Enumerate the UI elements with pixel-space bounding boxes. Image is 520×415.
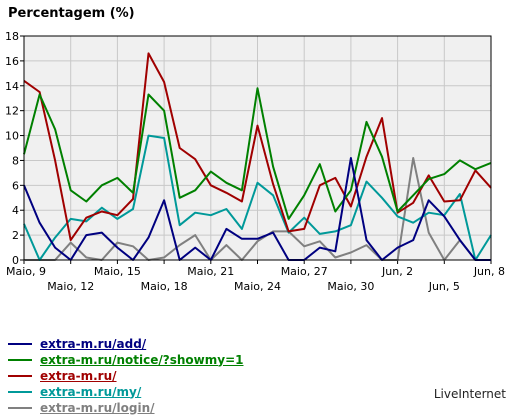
series-line-3	[23, 134, 492, 261]
grid-lines	[24, 36, 491, 260]
legend-item[interactable]: extra-m.ru/my/	[8, 384, 141, 399]
y-tick-label: 16	[5, 55, 19, 68]
y-tick-label: 8	[12, 154, 19, 167]
x-tick-label: Maio, 15	[94, 265, 141, 278]
legend-item[interactable]: extra-m.ru/	[8, 368, 117, 383]
legend-label[interactable]: extra-m.ru/login/	[40, 400, 155, 415]
y-tick-label: 4	[12, 204, 19, 217]
series-line-1	[23, 87, 492, 220]
legend-swatch	[8, 342, 32, 345]
x-tick-label: Jun, 5	[428, 280, 460, 293]
legend-label[interactable]: extra-m.ru/add/	[40, 336, 147, 351]
legend-item[interactable]: extra-m.ru/login/	[8, 400, 155, 415]
x-tick-label: Maio, 12	[47, 280, 94, 293]
y-tick-label: 14	[5, 80, 19, 93]
x-tick-label: Maio, 21	[187, 265, 234, 278]
x-tick-label: Jun, 8	[473, 265, 505, 278]
x-tick-label: Maio, 27	[281, 265, 328, 278]
x-tick-label: Jun, 2	[381, 265, 413, 278]
legend-label[interactable]: extra-m.ru/my/	[40, 384, 142, 399]
series-line-2	[23, 52, 492, 242]
chart-title: Percentagem (%)	[8, 6, 135, 21]
legend-swatch	[8, 390, 32, 393]
x-tick-label: Maio, 9	[6, 265, 46, 278]
legend-item[interactable]: extra-m.ru/add/	[8, 336, 146, 351]
y-tick-label: 6	[12, 179, 19, 192]
x-tick-label: Maio, 24	[234, 280, 281, 293]
y-tick-label: 12	[5, 105, 19, 118]
legend-label[interactable]: extra-m.ru/notice/?showmy=1	[40, 352, 244, 367]
y-tick-label: 10	[5, 130, 19, 143]
x-tick-label: Maio, 30	[327, 280, 374, 293]
y-tick-label: 18	[5, 30, 19, 43]
plot-frame	[23, 35, 492, 261]
legend-swatch	[8, 374, 32, 377]
y-axis-ticks: 0 2 4 6 8 10 12 14 16 18	[5, 30, 24, 267]
legend-swatch	[8, 358, 32, 361]
legend-item[interactable]: extra-m.ru/notice/?showmy=1	[8, 352, 244, 367]
series-line-0	[23, 157, 491, 261]
legend-label[interactable]: extra-m.ru/	[40, 368, 117, 383]
y-tick-label: 0	[12, 254, 19, 267]
brand-footer: LiveInternet	[433, 387, 506, 401]
y-tick-label: 2	[12, 229, 19, 242]
x-tick-label: Maio, 18	[141, 280, 188, 293]
legend-swatch	[8, 406, 32, 409]
